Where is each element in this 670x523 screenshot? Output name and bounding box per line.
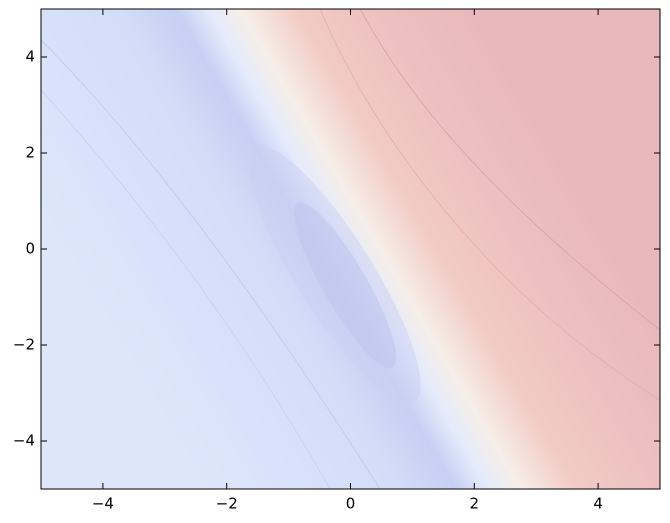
x-tick-label: −2: [216, 495, 238, 513]
x-tick-label: 4: [593, 495, 603, 513]
x-tick-label: 2: [470, 495, 480, 513]
contour-line: [41, 39, 381, 489]
y-tick-label: −4: [13, 432, 35, 450]
y-tick-label: −2: [13, 336, 35, 354]
contour-field: [41, 9, 660, 489]
contour-line: [41, 89, 331, 489]
x-tick-label: 0: [346, 495, 356, 513]
y-tick-label: 2: [25, 144, 35, 162]
contour-line: [359, 9, 660, 331]
y-tick-label: 0: [25, 240, 35, 258]
contour-pocket: [293, 201, 397, 369]
contour-line: [319, 9, 660, 401]
x-tick-label: −4: [92, 495, 114, 513]
y-tick-label: 4: [25, 48, 35, 66]
